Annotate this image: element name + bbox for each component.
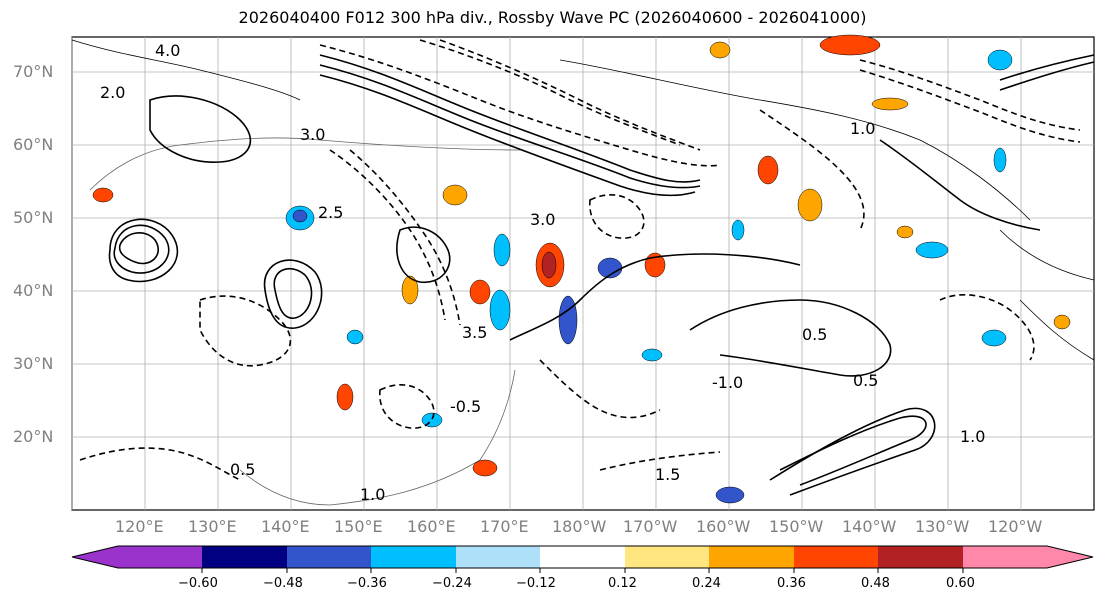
contour-labels: 2.0 3.0 4.0 1.0 0.5 -0.5 -1.0 2.5 3.5 1.… (100, 41, 985, 504)
contour-label: 0.5 (230, 460, 255, 479)
lon-label: 170°W (623, 517, 678, 536)
colorbar-bin (540, 546, 625, 568)
contour-label: 2.0 (100, 83, 125, 102)
colorbar-tick-label: 0.36 (777, 576, 806, 591)
patch-negative-6 (981, 329, 1007, 347)
patch-negative-9 (715, 486, 745, 504)
contour-label: -0.5 (450, 397, 481, 416)
colorbar-bin (963, 546, 1047, 568)
lon-label: 130°W (915, 517, 970, 536)
patch-negative-2 (489, 289, 511, 331)
patch-negative-10 (641, 348, 663, 362)
colorbar-bin (794, 546, 878, 568)
colorbar-bin (371, 546, 456, 568)
patch-positive-2 (469, 279, 491, 305)
lon-label: 120°E (115, 517, 164, 536)
contour-label: 0.5 (853, 371, 878, 390)
lon-label: 170°E (480, 517, 529, 536)
lat-label: 20°N (13, 427, 54, 446)
colorbar-extend-high (1047, 546, 1093, 568)
colorbar-outline (71, 545, 1094, 569)
patch-positive-15 (896, 225, 914, 239)
lon-label: 140°E (261, 517, 310, 536)
contour-label: 1.0 (960, 427, 985, 446)
colorbar-bin (287, 546, 371, 568)
dashed-contours (79, 39, 1081, 481)
contour-label: -1.0 (712, 373, 743, 392)
patch-negative-14 (731, 219, 745, 241)
patch-negative-5 (915, 241, 949, 259)
shaded-patches (92, 34, 1071, 504)
colorbar-tick-label: −0.24 (432, 576, 472, 591)
colorbar-bin (118, 546, 202, 568)
coastlines (71, 39, 1095, 506)
contour-label: 1.5 (655, 465, 680, 484)
contour-label: 1.0 (850, 119, 875, 138)
lon-label: 180°W (552, 517, 607, 536)
patch-positive-3 (644, 252, 666, 278)
colorbar-tick-label: −0.36 (347, 576, 387, 591)
contour-label: 3.0 (300, 125, 325, 144)
colorbar-extend-low (72, 546, 118, 568)
patch-negative-11 (346, 329, 364, 345)
patch-positive-6 (442, 184, 468, 206)
colorbar-bin (202, 546, 287, 568)
patch-positive-10 (871, 97, 909, 111)
lat-label: 70°N (13, 62, 54, 81)
colorbar-tick-label: −0.12 (516, 576, 556, 591)
patch-positive-12 (1053, 314, 1071, 330)
lat-label: 40°N (13, 281, 54, 300)
colorbar-bin (709, 546, 794, 568)
solid-contours (108, 54, 1095, 496)
lat-label: 30°N (13, 354, 54, 373)
patch-positive-1-core (541, 251, 557, 279)
patch-negative-3 (493, 233, 511, 267)
contour-label: 4.0 (155, 41, 180, 60)
contour-label: 3.0 (530, 210, 555, 229)
lon-label: 120°W (988, 517, 1043, 536)
patch-positive-4 (797, 188, 823, 222)
colorbar-tick-label: 0.24 (692, 576, 721, 591)
colorbar-tick-label: 0.48 (861, 576, 890, 591)
patch-positive-9 (819, 34, 881, 56)
lon-label: 150°W (769, 517, 824, 536)
patch-negative-13 (993, 147, 1007, 173)
lon-label: 130°E (188, 517, 237, 536)
contour-label: 0.5 (802, 325, 827, 344)
colorbar-tick-label: −0.60 (178, 576, 218, 591)
lon-label: 150°E (334, 517, 383, 536)
lon-label: 160°W (696, 517, 751, 536)
lat-label: 50°N (13, 208, 54, 227)
patch-negative-12 (421, 412, 443, 428)
patch-positive-5 (757, 155, 779, 185)
patch-positive-7 (336, 383, 354, 411)
patch-negative-1 (558, 295, 578, 345)
lon-label: 140°W (842, 517, 897, 536)
lon-label: 160°E (407, 517, 456, 536)
colorbar-tick-label: 0.60 (946, 576, 975, 591)
colorbar-bin (878, 546, 963, 568)
contour-label: 3.5 (462, 323, 487, 342)
colorbar-tick-label: −0.48 (263, 576, 303, 591)
patch-negative-7-core (292, 209, 308, 223)
patch-positive-11 (92, 187, 114, 203)
contour-label: 2.5 (318, 203, 343, 222)
colorbar-tick-label: 0.12 (608, 576, 637, 591)
map-title: 2026040400 F012 300 hPa div., Rossby Wav… (238, 8, 867, 27)
lat-label: 60°N (13, 135, 54, 154)
patch-positive-13 (709, 41, 731, 59)
colorbar-bin (456, 546, 540, 568)
patch-positive-14 (401, 275, 419, 305)
contour-label: 1.0 (360, 485, 385, 504)
colorbar-bin (625, 546, 709, 568)
colorbar (71, 545, 1094, 573)
patch-negative-8 (987, 49, 1013, 71)
patch-positive-8 (472, 459, 498, 477)
